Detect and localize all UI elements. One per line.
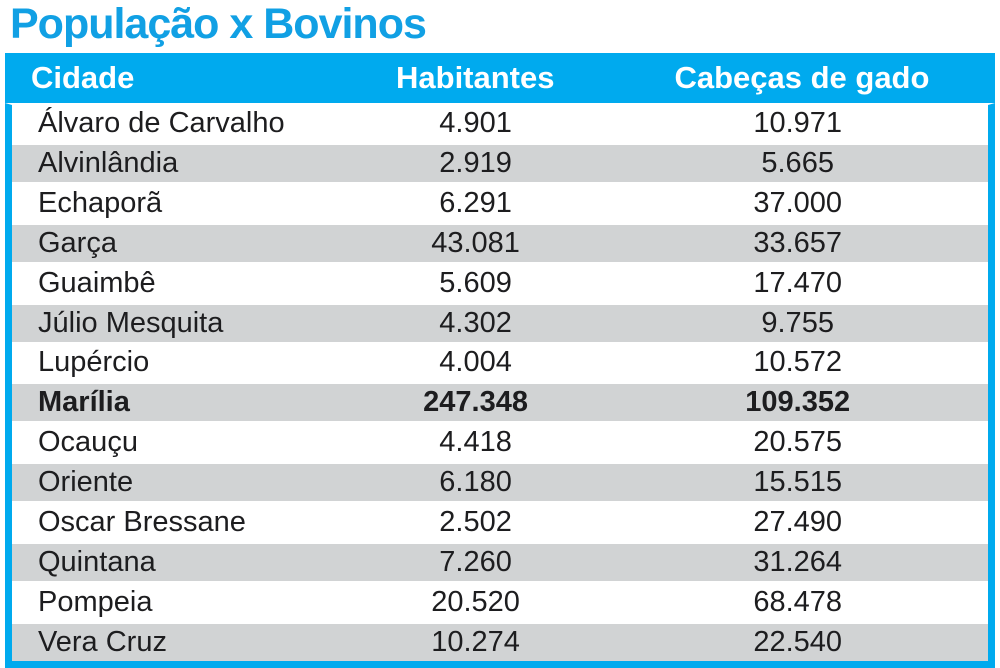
table-row: Álvaro de Carvalho 4.901 10.971 <box>12 105 988 142</box>
table-body: Álvaro de Carvalho 4.901 10.971 Alvinlândia… <box>5 103 995 668</box>
habitantes-cell: 20.520 <box>431 586 520 619</box>
city-cell: Lupércio <box>38 346 150 379</box>
habitantes-cell: 43.081 <box>431 226 520 259</box>
table-row: Quintana 7.260 31.264 <box>12 544 988 582</box>
table-header: Cidade Habitantes Cabeças de gado <box>5 53 995 103</box>
habitantes-cell: 4.418 <box>439 426 512 459</box>
gado-cell: 15.515 <box>753 466 843 499</box>
city-cell: Marília <box>38 386 130 419</box>
city-cell: Quintana <box>38 546 156 579</box>
gado-cell: 9.755 <box>761 306 834 339</box>
city-cell: Echaporã <box>38 186 163 219</box>
habitantes-cell: 4.004 <box>439 346 512 379</box>
city-cell: Oscar Bressane <box>38 506 246 539</box>
habitantes-cell: 4.901 <box>439 106 512 139</box>
table-row: Oriente 6.180 15.515 <box>12 464 988 502</box>
gado-cell: 33.657 <box>753 226 843 259</box>
table-row: Lupércio 4.004 10.572 <box>12 344 988 382</box>
city-cell: Júlio Mesquita <box>38 306 224 339</box>
header-habitantes: Habitantes <box>396 60 555 95</box>
habitantes-cell: 6.180 <box>439 466 512 499</box>
gado-cell: 27.490 <box>753 506 843 539</box>
gado-cell: 20.575 <box>753 426 843 459</box>
gado-cell: 10.572 <box>753 346 843 379</box>
city-cell: Guaimbê <box>38 266 156 299</box>
city-cell: Garça <box>38 226 117 259</box>
table-row: Oscar Bressane 2.502 27.490 <box>12 504 988 542</box>
table-row: Vera Cruz 10.274 22.540 <box>12 623 988 661</box>
table-row: Alvinlândia 2.919 5.665 <box>12 144 988 182</box>
gado-cell: 5.665 <box>761 146 834 179</box>
city-cell: Vera Cruz <box>38 625 167 658</box>
table-row: Guaimbê 5.609 17.470 <box>12 264 988 302</box>
gado-cell: 10.971 <box>753 106 843 139</box>
page-title: População x Bovinos <box>10 0 427 48</box>
city-cell: Alvinlândia <box>38 146 179 179</box>
table-row: Júlio Mesquita 4.302 9.755 <box>12 304 988 342</box>
gado-cell: 68.478 <box>753 586 843 619</box>
city-cell: Pompeia <box>38 586 153 619</box>
habitantes-cell: 247.348 <box>423 386 528 419</box>
habitantes-cell: 2.502 <box>439 506 512 539</box>
gado-cell: 22.540 <box>753 625 843 658</box>
gado-cell: 109.352 <box>745 386 851 419</box>
table-row: Marília 247.348 109.352 <box>12 384 988 422</box>
habitantes-cell: 2.919 <box>439 146 512 179</box>
table-row: Ocauçu 4.418 20.575 <box>12 424 988 462</box>
city-cell: Ocauçu <box>38 426 138 459</box>
habitantes-cell: 4.302 <box>439 306 512 339</box>
gado-cell: 37.000 <box>753 186 843 219</box>
table-row: Pompeia 20.520 68.478 <box>12 584 988 621</box>
habitantes-cell: 6.291 <box>439 186 512 219</box>
gado-cell: 31.264 <box>753 546 843 579</box>
city-cell: Álvaro de Carvalho <box>38 106 285 139</box>
header-cidade: Cidade <box>31 60 135 95</box>
table-row: Echaporã 6.291 37.000 <box>12 184 988 222</box>
table-row: Garça 43.081 33.657 <box>12 224 988 262</box>
gado-cell: 17.470 <box>753 266 843 299</box>
habitantes-cell: 10.274 <box>431 625 520 658</box>
habitantes-cell: 5.609 <box>439 266 512 299</box>
habitantes-cell: 7.260 <box>439 546 512 579</box>
city-cell: Oriente <box>38 466 134 499</box>
header-cabecas-de-gado: Cabeças de gado <box>674 60 930 95</box>
